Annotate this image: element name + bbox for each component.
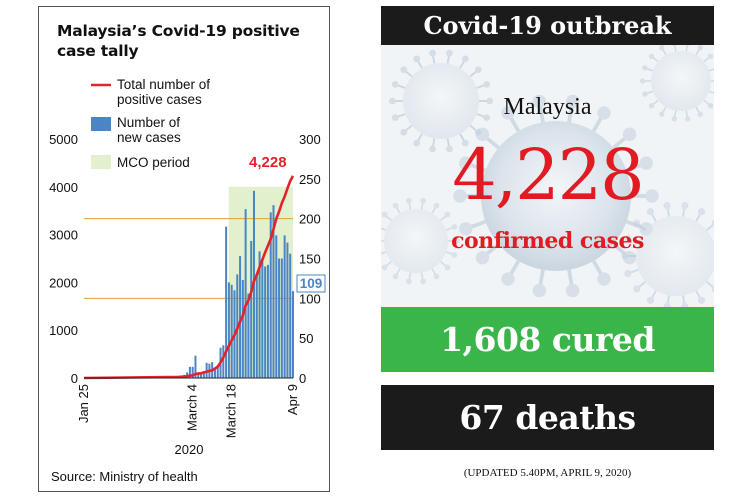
virus-particle: [639, 40, 714, 122]
x-axis-ticks: Jan 25 March 4 March 18 Apr 9: [76, 384, 300, 438]
x-tick-label: March 4: [185, 384, 200, 431]
x-tick-label: Apr 9: [285, 384, 300, 415]
confirmed-label: confirmed cases: [451, 228, 644, 254]
right-tick-label: 0: [299, 371, 306, 386]
new-cases-bar: [227, 282, 230, 378]
new-cases-bar: [283, 235, 286, 378]
virus-particle: [621, 201, 714, 311]
new-cases-bar: [202, 373, 205, 378]
updated-timestamp: (UPDATED 5.40PM, APRIL 9, 2020): [463, 467, 632, 479]
chart-source: Source: Ministry of health: [51, 469, 198, 484]
confirmed-count: 4,228: [452, 134, 644, 216]
new-cases-bar: [291, 291, 295, 378]
legend-new-label-2: new cases: [117, 130, 181, 145]
total-last-annotation: 4,228: [249, 154, 287, 171]
chart-svg: 0 1000 2000 3000 4000 5000 0 50 100 150 200 250 300…: [49, 77, 326, 457]
new-cases-bar: [225, 226, 228, 378]
new-cases-bar: [289, 253, 292, 378]
new-cases-bar: [222, 345, 225, 378]
country-label: Malaysia: [503, 94, 592, 120]
new-cases-bar: [247, 293, 250, 378]
legend-mco-label: MCO period: [117, 155, 190, 170]
new-cases-bar: [188, 366, 191, 378]
legend-new-label: Number of: [117, 115, 180, 130]
left-tick-label: 0: [71, 371, 78, 386]
new-cases-bar: [278, 258, 281, 378]
cured-banner: 1,608 cured: [381, 307, 714, 372]
new-last-annotation-box: [296, 274, 326, 293]
outbreak-header: Covid-19 outbreak: [381, 6, 714, 45]
new-cases-bar: [200, 373, 203, 378]
new-cases-bar: [266, 264, 269, 378]
right-tick-label: 250: [299, 172, 321, 187]
new-cases-bar: [280, 258, 283, 378]
year-label: 2020: [175, 442, 204, 457]
new-cases-bar: [241, 280, 244, 378]
mco-period-area: [228, 186, 293, 378]
new-cases-bar: [258, 251, 261, 378]
left-tick-label: 1000: [49, 323, 78, 338]
new-cases-bar: [264, 266, 267, 378]
new-cases-bar: [275, 235, 278, 378]
new-cases-bar: [216, 366, 219, 378]
legend-total-label-2: positive cases: [117, 92, 202, 107]
new-cases-bar: [244, 209, 247, 378]
right-tick-label: 150: [299, 252, 321, 267]
virus-particle: [381, 197, 460, 285]
x-tick-label: Jan 25: [76, 384, 91, 423]
legend-bar-swatch: [91, 117, 111, 131]
new-cases-bar: [261, 258, 264, 378]
new-last-annotation: 109: [300, 276, 323, 291]
new-cases-bar: [269, 212, 272, 378]
chart-panel: Malaysia’s Covid-19 positive case tally …: [38, 6, 330, 492]
new-cases-bar: [272, 205, 275, 378]
reference-lines: [84, 218, 293, 299]
new-cases-bar: [255, 274, 258, 378]
virus-particle: [453, 94, 659, 298]
total-cases-line: [83, 175, 295, 380]
left-tick-label: 2000: [49, 275, 78, 290]
new-cases-bar: [250, 240, 253, 378]
x-tick-label: March 18: [224, 384, 239, 438]
new-cases-bar: [230, 284, 233, 378]
new-cases-bar: [239, 256, 242, 378]
left-tick-label: 5000: [49, 132, 78, 147]
new-cases-bar: [191, 366, 194, 378]
legend-mco-swatch: [91, 155, 111, 169]
chart-title: Malaysia’s Covid-19 positive case tally: [57, 22, 300, 60]
virus-illustration: [381, 40, 714, 496]
new-cases-bar: [194, 355, 197, 378]
right-tick-label: 300: [299, 132, 321, 147]
new-cases-bar: [213, 369, 216, 378]
right-axis-ticks: 0 50 100 150 200 250 300: [299, 132, 321, 386]
right-tick-label: 100: [299, 291, 321, 306]
new-cases-bar: [197, 374, 200, 378]
left-tick-label: 3000: [49, 228, 78, 243]
right-tick-label: 200: [299, 212, 321, 227]
legend-total-label: Total number of: [117, 77, 210, 92]
right-tick-label: 50: [299, 331, 313, 346]
left-axis-ticks: 0 1000 2000 3000 4000 5000: [49, 132, 78, 386]
virus-particles: [381, 40, 714, 311]
new-cases-bar: [286, 242, 289, 378]
left-tick-label: 4000: [49, 180, 78, 195]
deaths-banner: 67 deaths: [381, 385, 714, 450]
info-panel: Covid-19 outbreak Malaysia 4,228 confirm…: [381, 6, 714, 496]
